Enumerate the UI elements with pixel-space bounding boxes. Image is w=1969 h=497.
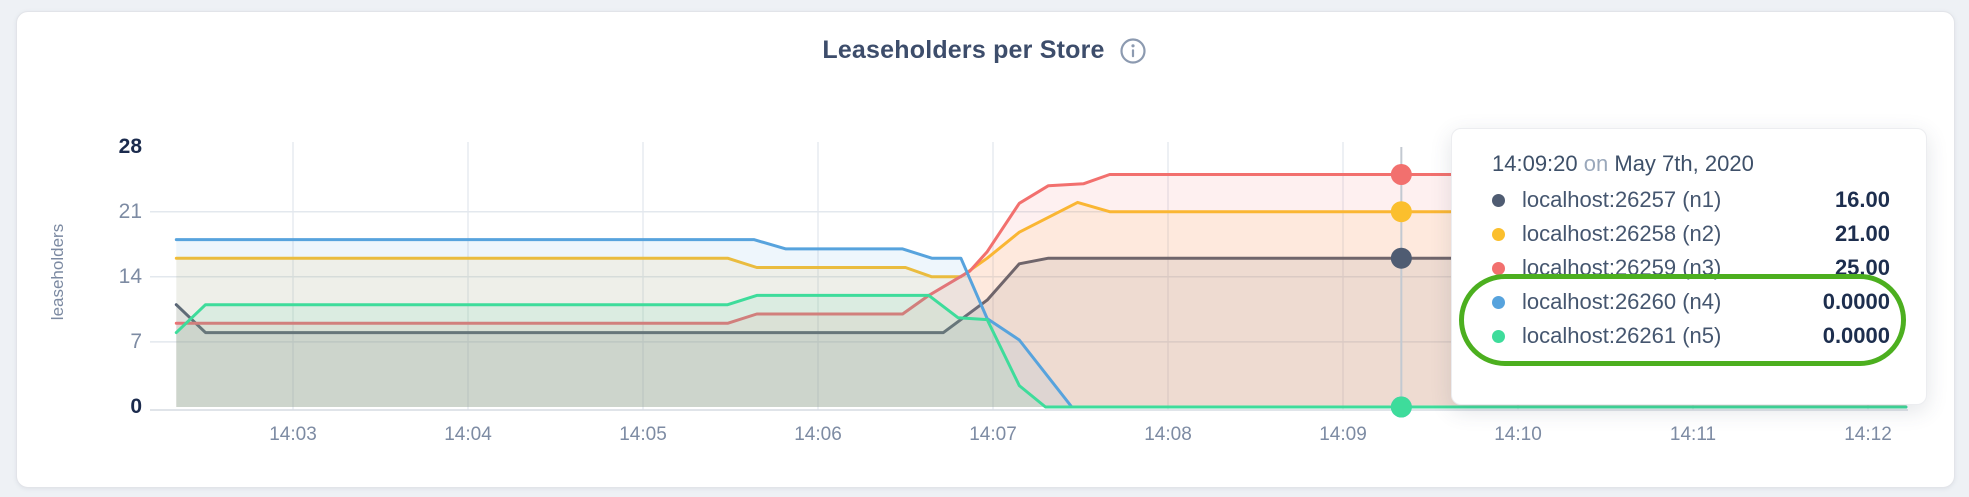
tooltip-series-value: 25.00	[1834, 255, 1890, 280]
legend-dot-icon	[1492, 295, 1505, 309]
tooltip-series-value: 16.00	[1834, 187, 1890, 212]
tooltip-row: localhost:26260 (n4) 0.0000	[1492, 285, 1890, 319]
tooltip-on-word: on	[1583, 151, 1609, 176]
tooltip-header: 14:09:20 on May 7th, 2020	[1492, 149, 1890, 179]
tooltip-time: 14:09:20	[1492, 151, 1578, 176]
chart-title: Leaseholders per Store	[822, 36, 1105, 64]
legend-dot-icon	[1492, 261, 1505, 275]
tooltip-series-name: localhost:26257 (n1)	[1522, 187, 1722, 212]
x-tick-label: 14:07	[969, 424, 1017, 445]
x-tick-label: 14:04	[444, 424, 492, 445]
tooltip-date: May 7th, 2020	[1614, 151, 1754, 176]
x-tick-label: 14:06	[794, 424, 842, 445]
x-tick-label: 14:03	[269, 424, 317, 445]
x-tick-label: 14:12	[1844, 424, 1892, 445]
tooltip-series-value: 21.00	[1834, 221, 1890, 246]
tooltip-series-name: localhost:26259 (n3)	[1522, 255, 1722, 280]
tooltip-row: localhost:26258 (n2) 21.00	[1492, 217, 1890, 251]
tooltip-series-name: localhost:26261 (n5)	[1522, 323, 1722, 348]
y-tick-label: 7	[130, 329, 142, 353]
tooltip-series-value: 0.0000	[1822, 289, 1890, 314]
x-tick-label: 14:08	[1144, 424, 1192, 445]
tooltip-row: localhost:26261 (n5) 0.0000	[1492, 319, 1890, 353]
legend-dot-icon	[1492, 193, 1505, 207]
y-tick-label: 14	[118, 264, 142, 288]
legend-dot-icon	[1492, 227, 1505, 241]
x-tick-label: 14:09	[1319, 424, 1367, 445]
x-tick-label: 14:11	[1669, 424, 1717, 445]
legend-dot-icon	[1492, 329, 1505, 343]
x-tick-label: 14:05	[619, 424, 667, 445]
y-tick-label: 0	[130, 395, 142, 418]
chart-header: Leaseholders per Store	[0, 36, 1969, 65]
tooltip-series-name: localhost:26258 (n2)	[1522, 221, 1722, 246]
y-tick-label: 28	[118, 134, 142, 158]
tooltip-row: localhost:26257 (n1) 16.00	[1492, 183, 1890, 217]
tooltip-series-value: 0.0000	[1822, 323, 1890, 348]
y-tick-label: 21	[118, 199, 142, 223]
x-tick-label: 14:10	[1494, 424, 1542, 445]
tooltip-legend-rows: localhost:26257 (n1) 16.00 localhost:26258…	[1492, 183, 1890, 353]
chart-tooltip: 14:09:20 on May 7th, 2020 localhost:2625…	[1451, 128, 1927, 405]
info-icon[interactable]	[1119, 37, 1147, 65]
tooltip-row: localhost:26259 (n3) 25.00	[1492, 251, 1890, 285]
tooltip-series-name: localhost:26260 (n4)	[1522, 289, 1722, 314]
